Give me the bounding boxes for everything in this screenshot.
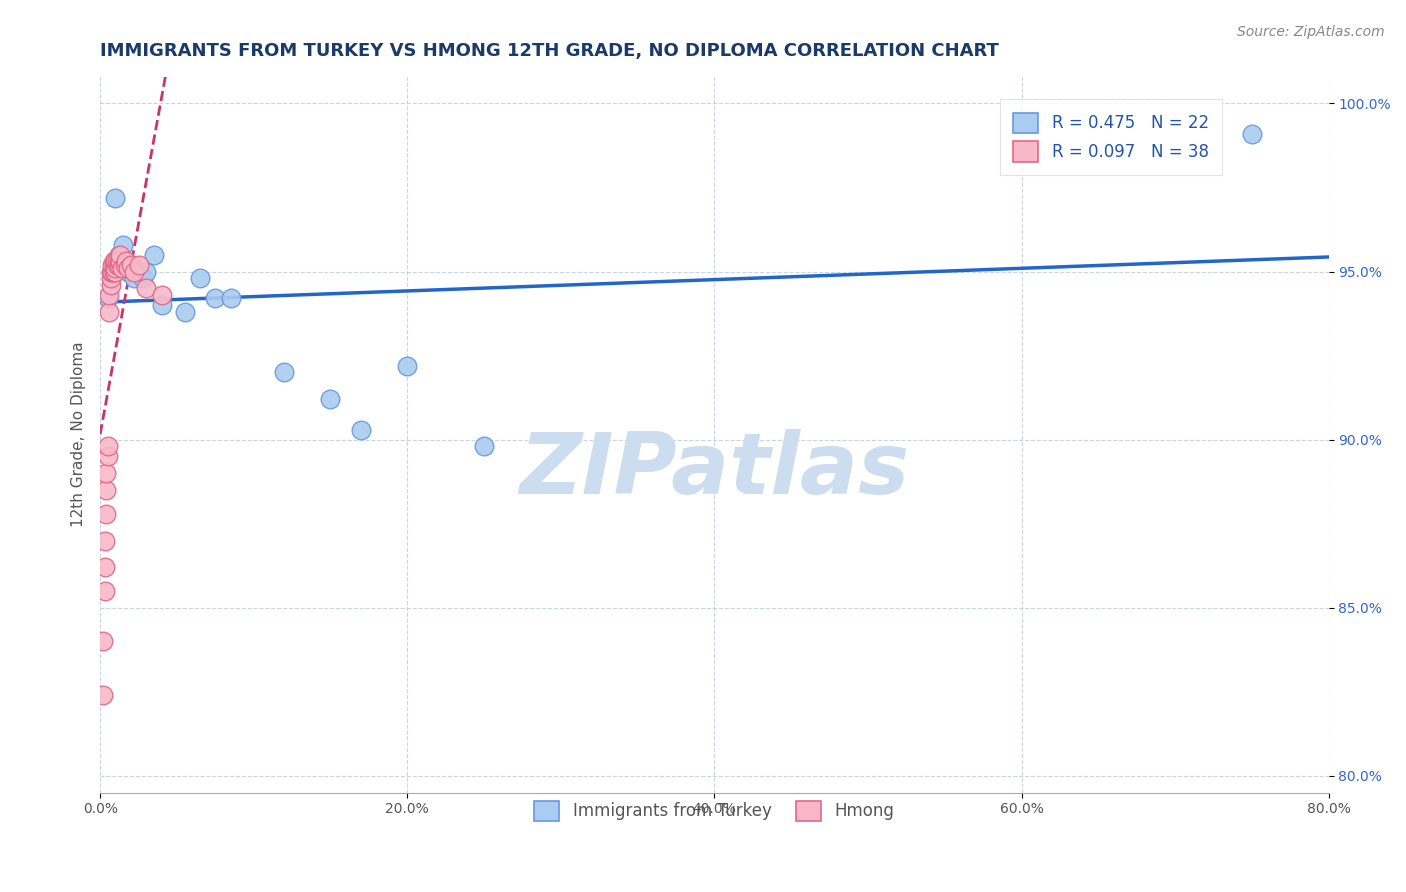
- Point: [115, 254, 138, 268]
- Point: [204, 292, 226, 306]
- Point: [101, 258, 124, 272]
- Point: [91, 634, 114, 648]
- Point: [107, 258, 129, 272]
- Point: [117, 261, 139, 276]
- Point: [91, 688, 114, 702]
- Point: [188, 271, 211, 285]
- Point: [120, 258, 142, 272]
- Point: [396, 359, 419, 373]
- Y-axis label: 12th Grade, No Diploma: 12th Grade, No Diploma: [72, 342, 86, 527]
- Point: [104, 254, 127, 268]
- Point: [135, 281, 157, 295]
- Point: [108, 248, 131, 262]
- Legend: Immigrants from Turkey, Hmong: Immigrants from Turkey, Hmong: [520, 788, 908, 834]
- Text: IMMIGRANTS FROM TURKEY VS HMONG 12TH GRADE, NO DIPLOMA CORRELATION CHART: IMMIGRANTS FROM TURKEY VS HMONG 12TH GRA…: [100, 42, 1000, 60]
- Point: [120, 258, 142, 272]
- Point: [96, 483, 118, 497]
- Point: [93, 560, 115, 574]
- Point: [135, 264, 157, 278]
- Point: [128, 264, 150, 278]
- Point: [107, 254, 129, 268]
- Point: [128, 258, 150, 272]
- Point: [108, 254, 131, 268]
- Point: [100, 271, 122, 285]
- Point: [150, 288, 173, 302]
- Point: [122, 264, 145, 278]
- Point: [150, 298, 173, 312]
- Point: [97, 292, 120, 306]
- Point: [219, 292, 242, 306]
- Point: [100, 264, 122, 278]
- Point: [319, 392, 342, 407]
- Text: ZIPatlas: ZIPatlas: [519, 429, 910, 512]
- Point: [103, 264, 125, 278]
- Point: [97, 439, 120, 453]
- Point: [472, 439, 495, 453]
- Point: [96, 467, 118, 481]
- Point: [104, 264, 127, 278]
- Point: [93, 533, 115, 548]
- Point: [122, 271, 145, 285]
- Point: [142, 248, 165, 262]
- Point: [112, 237, 135, 252]
- Point: [103, 254, 125, 268]
- Point: [98, 288, 121, 302]
- Point: [273, 366, 295, 380]
- Point: [105, 258, 128, 272]
- Point: [103, 258, 125, 272]
- Point: [350, 423, 373, 437]
- Point: [96, 507, 118, 521]
- Point: [111, 261, 134, 276]
- Point: [173, 305, 195, 319]
- Point: [104, 191, 127, 205]
- Point: [93, 583, 115, 598]
- Point: [100, 278, 122, 293]
- Point: [101, 264, 124, 278]
- Point: [117, 264, 139, 278]
- Text: Source: ZipAtlas.com: Source: ZipAtlas.com: [1237, 25, 1385, 39]
- Point: [107, 248, 129, 262]
- Point: [132, 271, 155, 285]
- Point: [104, 261, 127, 276]
- Point: [1240, 127, 1263, 141]
- Point: [97, 450, 120, 464]
- Point: [114, 258, 136, 272]
- Point: [98, 305, 121, 319]
- Point: [105, 254, 128, 268]
